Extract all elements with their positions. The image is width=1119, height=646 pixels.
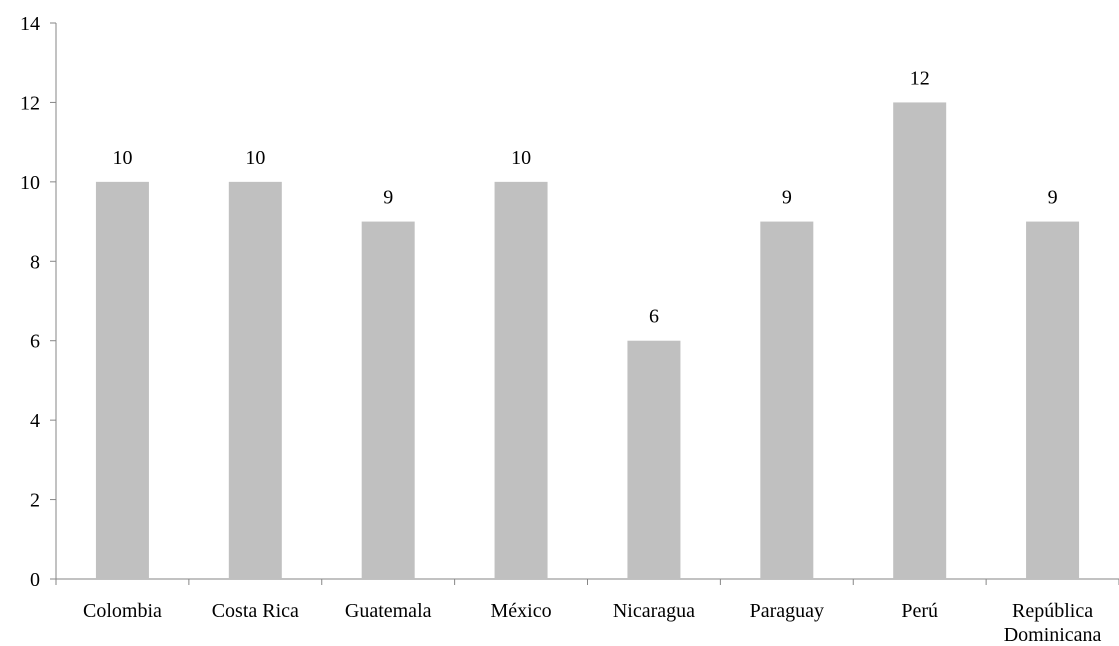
y-tick-label: 10	[20, 172, 40, 194]
labels: 0 2 4 6 8 10 12 14 10 Colombia 10 Costa Rica 9 Guatem…	[20, 13, 1102, 646]
data-label: 10	[112, 147, 132, 169]
data-label: 10	[511, 147, 531, 169]
data-label: 9	[1048, 187, 1058, 209]
data-label: 10	[245, 147, 265, 169]
x-tick-label: Perú	[901, 600, 938, 622]
y-tick-label: 2	[30, 490, 40, 512]
data-label: 12	[910, 67, 930, 89]
x-tick-label: República Dominicana	[1004, 600, 1102, 646]
y-tick-label: 14	[20, 13, 40, 35]
bar	[760, 221, 814, 580]
bar	[494, 181, 548, 579]
x-tick-label: México	[491, 600, 552, 622]
y-tick-label: 6	[30, 331, 40, 353]
data-label: 9	[782, 187, 792, 209]
bar	[95, 181, 149, 579]
x-tick-label: Colombia	[83, 600, 162, 622]
bar	[361, 221, 415, 580]
axes	[50, 22, 1119, 585]
y-tick-label: 4	[30, 410, 40, 432]
y-tick-label: 12	[20, 92, 40, 114]
x-tick-label: Nicaragua	[613, 600, 695, 622]
x-tick-label: Paraguay	[750, 600, 824, 622]
bar	[627, 340, 681, 579]
x-tick-label: Costa Rica	[212, 600, 299, 622]
bar	[228, 181, 282, 579]
x-tick-label: Guatemala	[345, 600, 432, 622]
bar	[893, 102, 947, 579]
y-tick-label: 0	[30, 569, 40, 591]
data-label: 9	[383, 187, 393, 209]
bar	[1026, 221, 1080, 580]
y-tick-label: 8	[30, 251, 40, 273]
bars	[95, 102, 1080, 580]
data-label: 6	[649, 306, 659, 328]
